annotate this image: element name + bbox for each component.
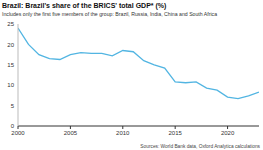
svg-text:2015: 2015 <box>168 130 182 136</box>
svg-text:2010: 2010 <box>116 130 130 136</box>
svg-text:0: 0 <box>11 123 15 129</box>
html-text:Includes only the first five m: Includes only the first five members of … <box>2 11 218 17</box>
html-text:Sources: World Bank data, Oxfo: Sources: World Bank data, Oxford Analyti… <box>140 144 260 149</box>
html-text:Brazil: Brazil's share of the: Brazil: Brazil's share of the BRICS' tot… <box>2 2 167 9</box>
svg-text:2020: 2020 <box>221 130 235 136</box>
svg-text:5: 5 <box>11 103 15 109</box>
svg-text:15: 15 <box>8 62 15 68</box>
svg-text:20: 20 <box>8 42 15 48</box>
svg-text:10: 10 <box>8 82 15 88</box>
svg-text:25: 25 <box>8 21 15 27</box>
svg-text:2000: 2000 <box>11 130 25 136</box>
svg-text:2005: 2005 <box>64 130 78 136</box>
